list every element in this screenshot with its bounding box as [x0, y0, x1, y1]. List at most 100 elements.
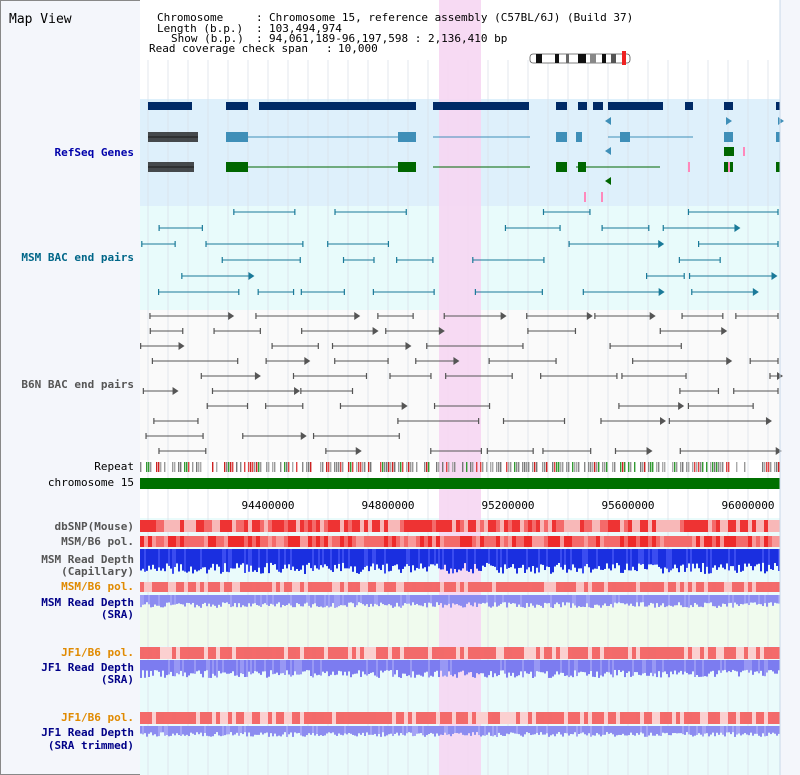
gene-feature[interactable] [601, 192, 603, 202]
gene-feature[interactable] [608, 102, 663, 110]
axis-tick-label: 94400000 [242, 499, 295, 512]
depth-bar [728, 549, 730, 571]
heat-cell [336, 536, 340, 547]
depth-bar [562, 595, 564, 603]
gene-exon[interactable] [776, 132, 780, 142]
highlight-region[interactable] [439, 0, 481, 775]
depth-bar [328, 549, 330, 569]
gene-feature[interactable] [226, 102, 248, 110]
repeat-mark [328, 462, 330, 472]
depth-bar [710, 726, 712, 735]
depth-bar [588, 660, 590, 675]
heat-cell [456, 520, 460, 532]
heat-cell [484, 536, 488, 547]
heat-cell [588, 520, 592, 532]
depth-bar [698, 726, 700, 734]
gene-feature[interactable] [724, 147, 734, 156]
depth-bar [276, 595, 278, 604]
gene-feature[interactable] [688, 162, 690, 172]
heat-cell [400, 712, 404, 724]
gene-exon[interactable] [724, 132, 733, 142]
depth-bar [468, 595, 470, 603]
gene-feature[interactable] [743, 147, 745, 156]
gene-exon[interactable] [226, 132, 248, 142]
depth-bar [266, 549, 268, 564]
depth-bar [140, 726, 142, 734]
gene-exon[interactable] [556, 132, 567, 142]
gene-feature[interactable] [259, 102, 416, 110]
depth-bar [164, 595, 166, 607]
chromosome-bar[interactable] [140, 478, 780, 489]
depth-bar [162, 660, 164, 671]
gene-feature[interactable] [724, 102, 733, 110]
gene-exon[interactable] [398, 162, 416, 172]
gene-exons[interactable] [148, 162, 194, 172]
depth-bar [628, 726, 630, 736]
gene-exon[interactable] [620, 132, 630, 142]
heat-cell [616, 536, 620, 547]
depth-bar [452, 595, 454, 604]
depth-bar [392, 660, 394, 677]
heat-cell [276, 712, 280, 724]
heat-cell [172, 712, 176, 724]
read-depth-tracks[interactable] [140, 549, 780, 737]
gene-exon[interactable] [578, 162, 586, 172]
depth-bar [456, 660, 458, 678]
heat-cell [684, 582, 688, 592]
heat-cell [656, 582, 660, 592]
depth-bar [602, 595, 604, 606]
depth-bar [416, 595, 418, 604]
depth-bar [176, 549, 178, 564]
depth-bar [686, 726, 688, 733]
gene-feature[interactable] [593, 102, 603, 110]
depth-bar [410, 726, 412, 733]
repeat-track[interactable] [140, 462, 780, 472]
depth-bar [286, 549, 288, 569]
repeat-mark [364, 462, 366, 472]
depth-bar [650, 595, 652, 603]
depth-bar [234, 549, 236, 569]
heat-cell [564, 712, 568, 724]
gene-feature[interactable] [776, 102, 780, 110]
depth-bar [584, 595, 586, 608]
chromosome-ideogram[interactable] [529, 51, 631, 65]
gene-feature[interactable] [584, 192, 586, 202]
gene-feature[interactable] [556, 102, 567, 110]
depth-bar [596, 660, 598, 672]
gene-exons[interactable] [148, 132, 198, 142]
gene-feature[interactable] [433, 102, 529, 110]
depth-bar [550, 726, 552, 736]
heat-cell [156, 712, 160, 724]
gene-exon[interactable] [226, 162, 248, 172]
heat-cell [444, 536, 448, 547]
strand-arrow [605, 177, 611, 185]
gene-feature[interactable] [728, 162, 730, 172]
depth-bar [294, 595, 296, 608]
gene-feature[interactable] [148, 102, 192, 110]
depth-bar [718, 549, 720, 568]
variation-heat-tracks[interactable] [140, 520, 780, 724]
gene-feature[interactable] [578, 102, 587, 110]
gene-exon[interactable] [776, 162, 780, 172]
gene-exon[interactable] [576, 132, 582, 142]
depth-bar [322, 549, 324, 568]
depth-bar [378, 595, 380, 607]
msm-bac-end-pairs-track[interactable] [141, 209, 779, 296]
heat-cell [388, 647, 392, 659]
heat-cell [208, 536, 212, 547]
depth-bar [292, 660, 294, 676]
b6n-bac-end-pairs-track[interactable] [140, 312, 783, 455]
depth-bar [468, 726, 470, 734]
gene-feature[interactable] [685, 102, 693, 110]
refseq-genes-track[interactable] [148, 102, 784, 202]
depth-bar [554, 660, 556, 675]
depth-bar [386, 726, 388, 736]
depth-bar [558, 660, 560, 675]
gene-exon[interactable] [556, 162, 567, 172]
jf1-depth-trim-sublabel: (SRA trimmed) [48, 739, 134, 752]
gene-exon[interactable] [398, 132, 416, 142]
heat-cell [348, 647, 352, 659]
heat-cell [416, 536, 420, 547]
depth-bar [448, 595, 450, 604]
depth-bar [318, 660, 320, 675]
